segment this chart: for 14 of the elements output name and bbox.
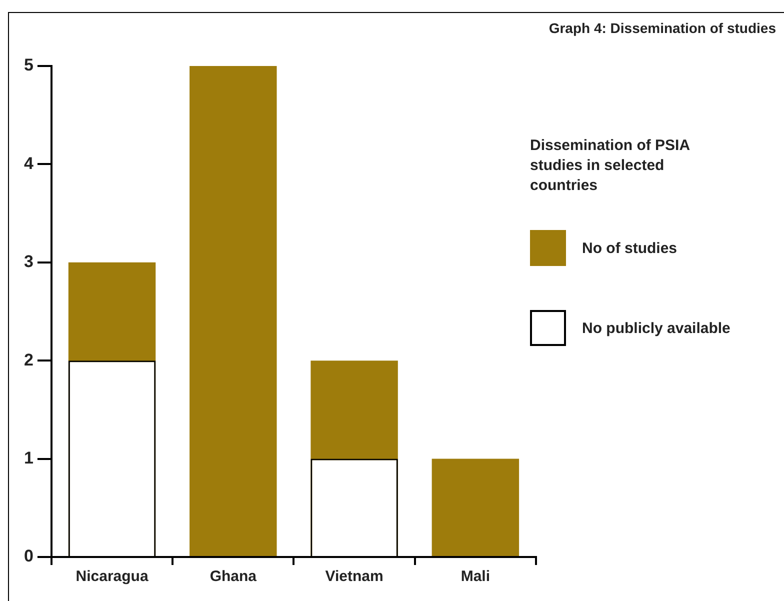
x-tick-label: Nicaragua	[76, 568, 149, 586]
legend-title: Dissemination of PSIA studies in selected countries	[530, 136, 690, 196]
y-tick-label: 2	[24, 350, 34, 370]
x-tick-label: Vietnam	[325, 568, 384, 586]
x-tick-label: Ghana	[210, 568, 258, 586]
legend-label: No of studies	[582, 240, 678, 256]
y-tick-label: 4	[24, 154, 34, 173]
y-tick-label: 5	[24, 56, 34, 75]
y-tick-label: 1	[24, 448, 34, 468]
y-tick-label: 0	[24, 546, 34, 566]
x-tick-label: Mali	[460, 568, 490, 586]
y-tick-label: 3	[24, 252, 34, 272]
text: No publicly available	[582, 320, 730, 336]
text: Graph 4: Dissemination of studies	[548, 20, 776, 36]
